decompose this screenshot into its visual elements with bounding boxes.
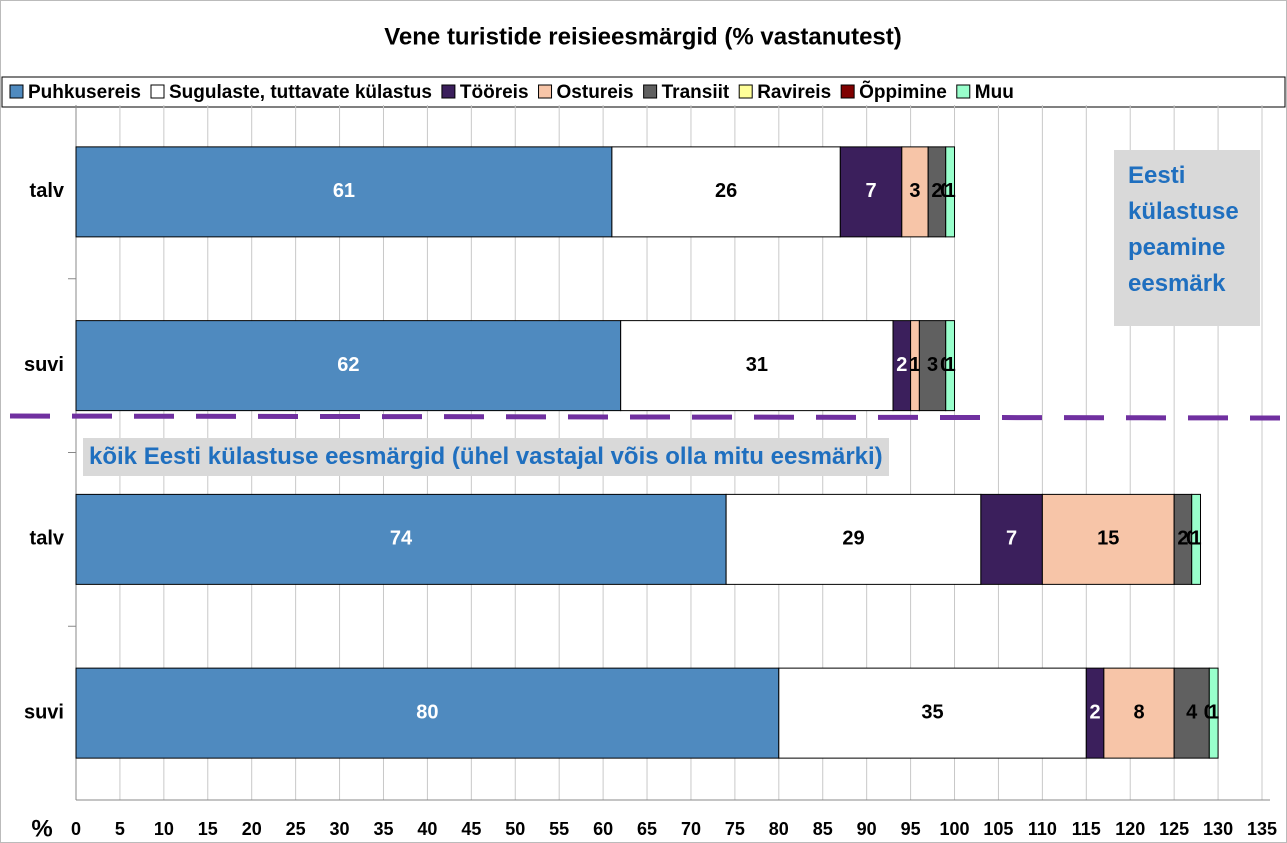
- x-tick-label: 40: [417, 819, 437, 839]
- data-label: 2: [1090, 701, 1101, 723]
- data-label: 1: [1208, 701, 1219, 723]
- x-tick-label: 15: [198, 819, 218, 839]
- x-tick-label: 100: [939, 819, 969, 839]
- legend: Puhkusereis Sugulaste, tuttavate külastus…: [9, 81, 1014, 103]
- x-tick-label: 110: [1028, 819, 1057, 839]
- legend-swatch: [643, 84, 658, 99]
- data-label: 29: [842, 528, 864, 550]
- x-tick-label: 60: [593, 819, 613, 839]
- x-tick-label: 20: [242, 819, 262, 839]
- data-label: 1: [945, 354, 956, 376]
- bar-segment: [918, 320, 947, 412]
- x-tick-label: 65: [637, 819, 657, 839]
- data-label: 7: [1006, 528, 1017, 550]
- y-tick-label: talv: [30, 180, 65, 202]
- data-label: 74: [390, 528, 413, 550]
- bar-segment: [1041, 493, 1175, 585]
- x-tick-label: 75: [725, 819, 745, 839]
- x-tick-label: 85: [813, 819, 833, 839]
- x-tick-label: 80: [769, 819, 789, 839]
- legend-swatch: [840, 84, 855, 99]
- x-tick-label: 5: [115, 819, 125, 839]
- x-tick-label: 35: [373, 819, 393, 839]
- legend-label: Õppimine: [859, 81, 947, 103]
- bar-segment: [75, 493, 727, 585]
- bar-segment: [778, 667, 1087, 759]
- data-label: 2: [931, 180, 942, 202]
- data-label: 3: [909, 180, 920, 202]
- data-label: 1: [909, 354, 920, 376]
- legend-swatch: [150, 84, 165, 99]
- bar-segment: [901, 146, 929, 238]
- y-tick-label: suvi: [24, 354, 64, 376]
- bar-segment: [1103, 667, 1175, 759]
- bar-segment: [1191, 493, 1202, 585]
- x-axis-label: %: [31, 815, 52, 842]
- legend-label: Sugulaste, tuttavate külastus: [169, 82, 432, 103]
- legend-label: Transiit: [662, 82, 730, 103]
- data-label: 7: [865, 180, 876, 202]
- y-tick-label: talv: [30, 528, 65, 550]
- divider: [9, 413, 1281, 421]
- bar-segment: [1173, 667, 1210, 759]
- data-label: 8: [1133, 701, 1144, 723]
- data-label: 1: [1191, 528, 1202, 550]
- data-label: 4: [1186, 701, 1198, 723]
- x-tick-label: 95: [901, 819, 921, 839]
- x-tick-label: 0: [71, 819, 81, 839]
- x-tick-label: 70: [681, 819, 701, 839]
- data-label: 31: [746, 354, 768, 376]
- data-label: 15: [1097, 528, 1119, 550]
- x-tick-label: 105: [983, 819, 1013, 839]
- data-label: 2: [896, 354, 907, 376]
- legend-label: Ostureis: [557, 82, 634, 103]
- bars: talv6126732001suvi6231213001talv74297152…: [24, 146, 1219, 759]
- legend-swatch: [441, 84, 456, 99]
- legend-swatch: [738, 84, 753, 99]
- bar-segment: [945, 320, 956, 412]
- x-tick-label: 10: [154, 819, 174, 839]
- x-tick-label: 115: [1072, 819, 1101, 839]
- x-tick-label: 25: [286, 819, 306, 839]
- x-tick-label: 45: [461, 819, 481, 839]
- data-label: 35: [921, 701, 943, 723]
- bar-segment: [75, 667, 780, 759]
- x-tick-label: 50: [505, 819, 525, 839]
- annotation: kõik Eesti külastuse eesmärgid (ühel vas…: [83, 438, 889, 476]
- legend-label: Ravireis: [757, 82, 831, 103]
- data-label: 61: [333, 180, 355, 202]
- bar-segment: [1208, 667, 1219, 759]
- bar-segment: [611, 146, 841, 238]
- legend-label: Puhkusereis: [28, 82, 141, 103]
- legend-swatch: [9, 84, 24, 99]
- x-tick-label: 120: [1115, 819, 1145, 839]
- data-label: 80: [416, 701, 438, 723]
- data-label: 3: [927, 354, 938, 376]
- data-label: 1: [945, 180, 956, 202]
- x-tick-label: 130: [1203, 819, 1233, 839]
- bar-segment: [725, 493, 982, 585]
- legend-swatch: [956, 84, 971, 99]
- chart-title: Vene turistide reisieesmärgid (% vastanu…: [384, 23, 902, 50]
- bar-segment: [75, 320, 622, 412]
- legend-swatch: [538, 84, 553, 99]
- x-tick-label: 135: [1247, 819, 1277, 839]
- x-tick-label: 55: [549, 819, 569, 839]
- legend-label: Tööreis: [460, 82, 529, 103]
- x-tick-label: 90: [857, 819, 877, 839]
- data-label: 26: [715, 180, 737, 202]
- data-label: 2: [1177, 528, 1188, 550]
- annotation: Eesti külastuse peamine eesmärk: [1114, 150, 1260, 326]
- data-label: 62: [337, 354, 359, 376]
- bar-segment: [75, 146, 613, 238]
- x-tick-label: 125: [1159, 819, 1189, 839]
- x-tick-label: 30: [330, 819, 350, 839]
- legend-label: Muu: [975, 82, 1014, 103]
- y-tick-label: suvi: [24, 701, 64, 723]
- bar-segment: [980, 493, 1043, 585]
- bar-segment: [945, 146, 956, 238]
- bar-segment: [620, 320, 894, 412]
